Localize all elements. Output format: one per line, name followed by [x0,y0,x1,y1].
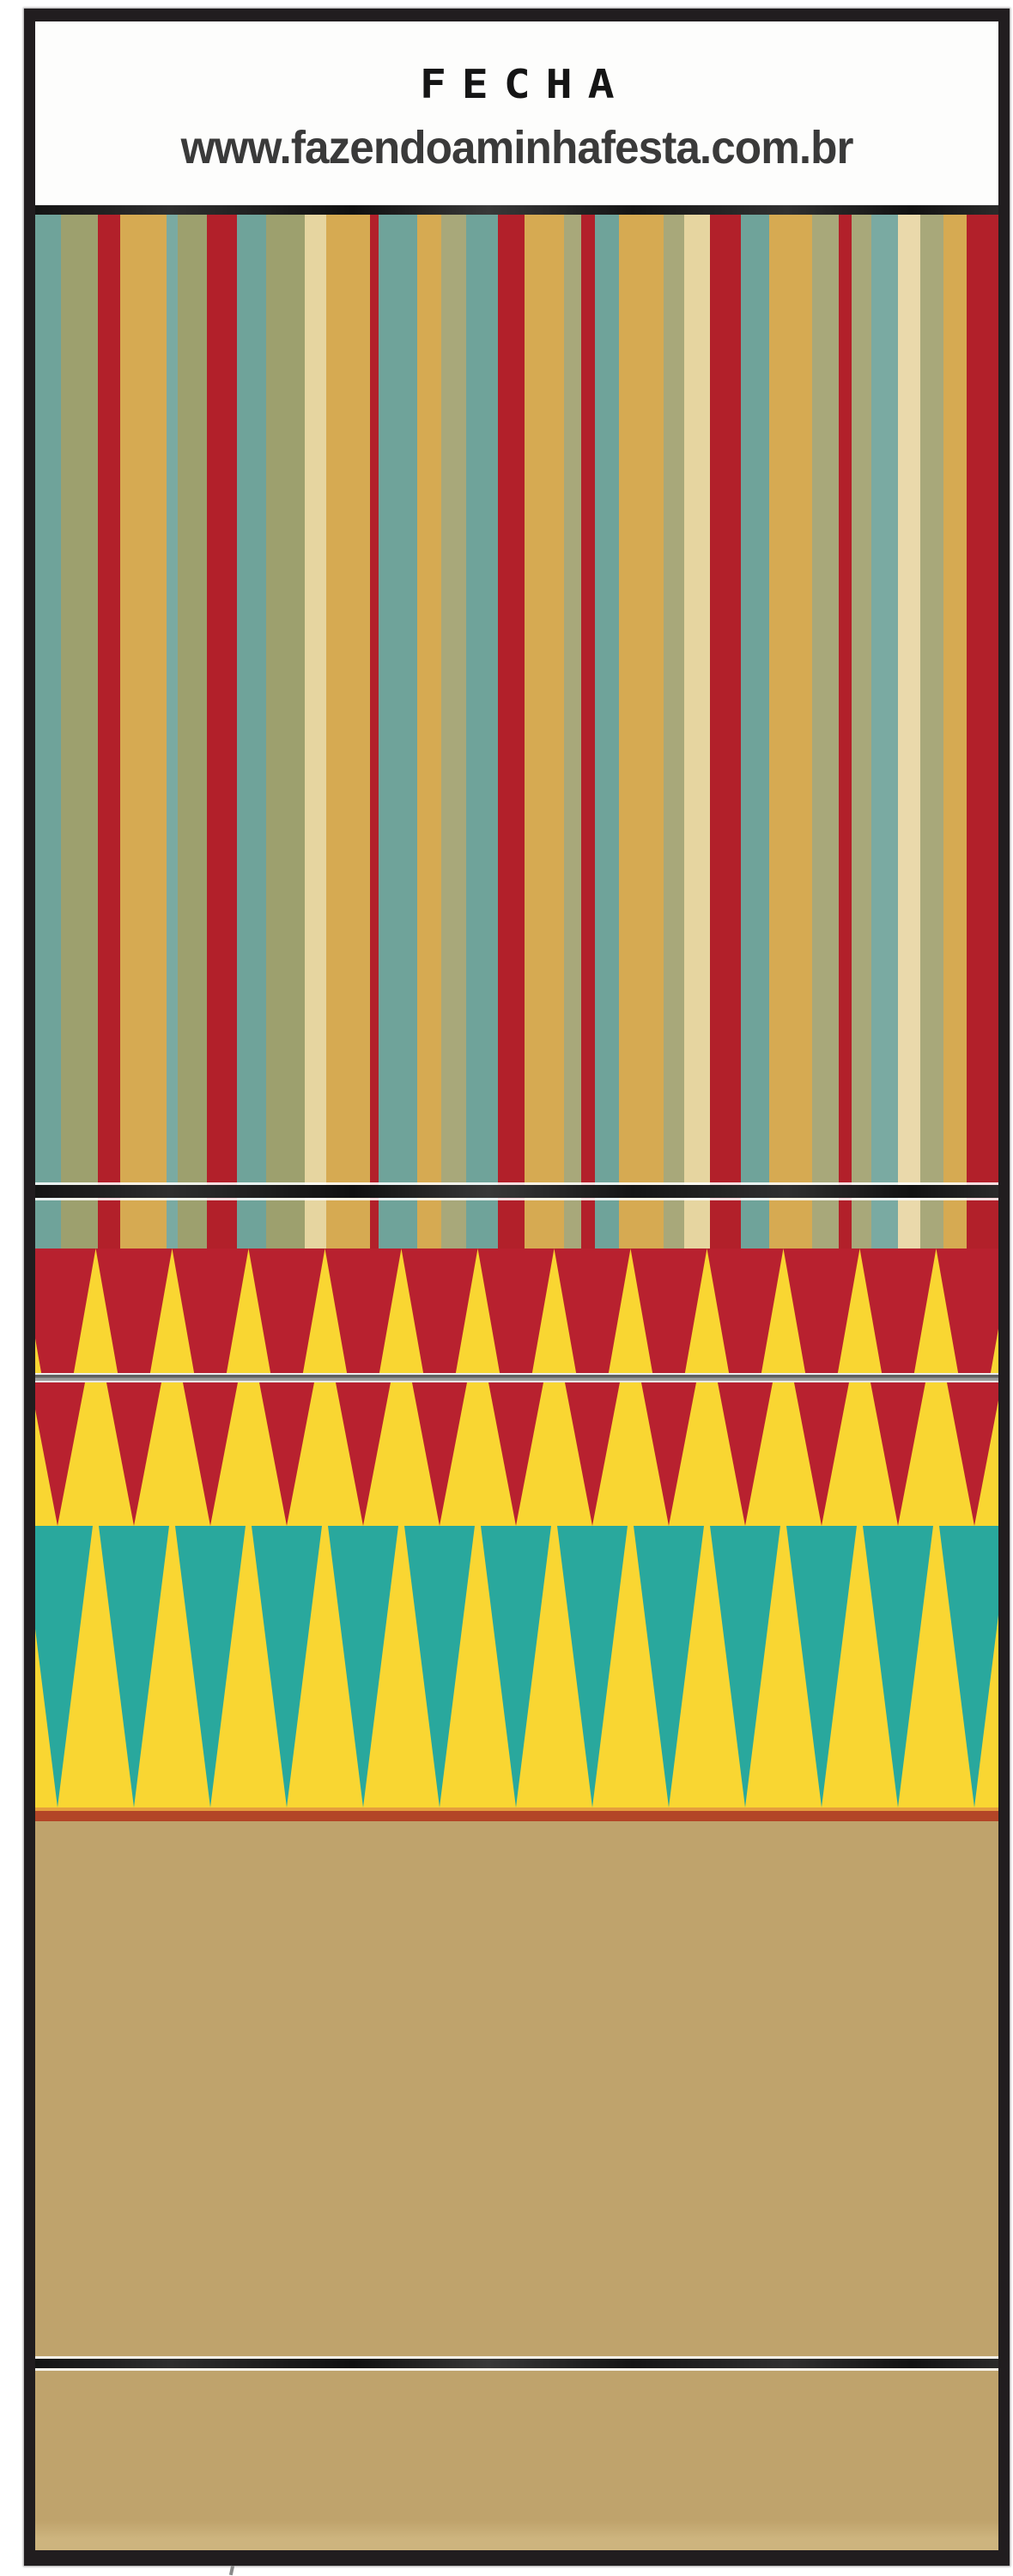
stripe [379,214,417,1249]
triangle [95,1249,173,1374]
zigzag-red-lower [35,1382,998,1527]
template-content: FECHA www.fazendoaminhafesta.com.br [35,21,998,2550]
stripe [563,214,581,1249]
header-panel: FECHA www.fazendoaminhafesta.com.br [35,21,998,205]
triangle [939,1526,998,1808]
stripe [466,214,498,1249]
triangle [404,1526,475,1808]
stripe [769,214,812,1249]
stripe [440,214,467,1249]
triangle [106,1382,161,1527]
tan-panel [35,1821,998,2522]
stray-mark [228,2565,235,2576]
triangle [557,1526,628,1808]
stripe [684,214,710,1249]
triangle [325,1249,402,1374]
triangle [863,1526,933,1808]
stripe [178,214,207,1249]
stripe [741,214,770,1249]
triangle [328,1526,398,1808]
triangle [488,1382,543,1527]
stripe [326,214,371,1249]
triangle [401,1249,478,1374]
triangle [252,1526,322,1808]
fecha-label: FECHA [419,60,630,107]
stripe [870,214,899,1249]
stripe [709,214,742,1249]
stripe [416,214,441,1249]
stripe [943,214,968,1249]
orange-divider [35,1807,998,1822]
triangle [477,1249,555,1374]
stripe [497,214,525,1249]
triangle [412,1382,467,1527]
stripe [811,214,840,1249]
stripe [206,214,238,1249]
triangle [783,1249,860,1374]
triangle [35,1382,85,1527]
stripe [98,214,120,1249]
stripe [967,214,998,1249]
stripe [237,214,266,1249]
site-url: www.fazendoaminhafesta.com.br [180,121,854,173]
triangle [936,1249,998,1374]
triangle [565,1382,620,1527]
triangle [248,1249,325,1374]
stripe [580,214,596,1249]
template-border: FECHA www.fazendoaminhafesta.com.br [24,9,1010,2566]
triangle [710,1526,780,1808]
stripe [595,214,620,1249]
triangle [35,1526,93,1808]
fold-line [35,2359,998,2369]
triangle [99,1526,169,1808]
triangle [172,1249,249,1374]
triangle [641,1382,696,1527]
stripe [370,214,379,1249]
triangle [481,1526,551,1808]
triangle [947,1382,998,1527]
triangle [859,1249,937,1374]
stripe [35,214,61,1249]
triangle [259,1382,314,1527]
stripe [920,214,943,1249]
stripe [852,214,871,1249]
cut-line-middle [35,1373,998,1383]
stripe [305,214,327,1249]
triangle [35,1249,96,1374]
header-divider-line [35,204,998,215]
zigzag-red-upper [35,1249,998,1374]
stripe [265,214,306,1249]
stripe-pattern-panel [35,214,998,1249]
triangle [718,1382,773,1527]
cut-line-top [35,1184,998,1198]
triangle [175,1526,246,1808]
stripe [898,214,921,1249]
triangle [870,1382,925,1527]
stripe [525,214,564,1249]
tan-footer-strip [35,2521,998,2550]
triangle [554,1249,631,1374]
triangle [786,1526,857,1808]
stripe [663,214,685,1249]
stripe [60,214,99,1249]
triangle [634,1526,704,1808]
triangle [336,1382,391,1527]
triangle [630,1249,707,1374]
triangle [183,1382,238,1527]
zigzag-teal [35,1526,998,1808]
stripe [119,214,167,1249]
stripe [167,214,179,1249]
stripe [839,214,852,1249]
triangle [794,1382,849,1527]
triangle [707,1249,784,1374]
stripe [619,214,664,1249]
